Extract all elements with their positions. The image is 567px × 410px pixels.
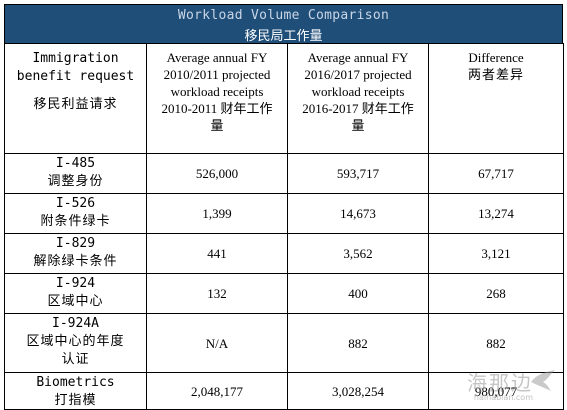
request-code: I-924A xyxy=(52,316,99,331)
watermark-url: hainabian.com xyxy=(473,393,533,402)
request-code: I-924 xyxy=(55,276,96,291)
table-row: I-526 附条件绿卡 1,399 14,673 13,274 xyxy=(4,193,564,234)
workload-table: Immigration benefit request 移民利益请求 Avera… xyxy=(4,43,564,410)
request-zh-line2: 认证 xyxy=(61,352,90,367)
request-cell: I-526 附条件绿卡 xyxy=(4,193,147,234)
title-english: Workload Volume Comparison xyxy=(177,8,390,23)
request-zh: 区域中心 xyxy=(47,294,104,309)
header-2016-l1: Average annual FY xyxy=(307,50,409,65)
header-2016: Average annual FY 2016/2017 projected wo… xyxy=(287,43,429,154)
header-2010: Average annual FY 2010/2011 projected wo… xyxy=(146,43,288,154)
value-2016: 400 xyxy=(287,273,429,314)
value-difference: 3,121 xyxy=(428,233,564,274)
table-row: I-485 调整身份 526,000 593,717 67,717 xyxy=(4,153,564,194)
header-difference: Difference 两者差异 xyxy=(428,43,564,154)
value-2016: 593,717 xyxy=(287,153,429,194)
value-difference: 67,717 xyxy=(428,153,564,194)
header-2016-l4: 2016-2017 财年工作 xyxy=(302,101,414,116)
value-difference: 268 xyxy=(428,273,564,314)
value-2010: 526,000 xyxy=(146,153,288,194)
header-request-type: Immigration benefit request 移民利益请求 xyxy=(4,43,147,154)
table-row: I-924 区域中心 132 400 268 xyxy=(4,273,564,314)
header-2010-l5: 量 xyxy=(210,118,224,133)
value-2010: 1,399 xyxy=(146,193,288,234)
value-2016: 3,562 xyxy=(287,233,429,274)
header-2016-l5: 量 xyxy=(351,118,365,133)
request-code: I-485 xyxy=(55,156,96,171)
header-2010-l2: 2010/2011 projected xyxy=(163,67,271,82)
request-cell: I-924 区域中心 xyxy=(4,273,147,314)
header-2010-l3: workload receipts xyxy=(170,84,264,99)
value-2010: 2,048,177 xyxy=(146,372,288,410)
request-zh: 解除绿卡条件 xyxy=(33,254,118,269)
request-code: Biometrics xyxy=(36,375,115,390)
value-difference: 882 xyxy=(428,313,564,373)
request-zh: 打指模 xyxy=(54,393,97,408)
document-page: Workload Volume Comparison 移民局工作量 Immigr… xyxy=(4,4,564,410)
request-cell: Biometrics 打指模 xyxy=(4,372,147,410)
table-title-bar: Workload Volume Comparison 移民局工作量 xyxy=(4,4,563,44)
header-2016-l3: workload receipts xyxy=(311,84,405,99)
header-row: Immigration benefit request 移民利益请求 Avera… xyxy=(4,43,564,154)
header-request-en-2: benefit request xyxy=(16,69,135,84)
header-request-zh: 移民利益请求 xyxy=(33,97,118,112)
request-cell: I-485 调整身份 xyxy=(4,153,147,194)
title-chinese: 移民局工作量 xyxy=(244,29,323,44)
header-request-en-1: Immigration xyxy=(32,51,119,66)
value-2016: 882 xyxy=(287,313,429,373)
value-2016: 14,673 xyxy=(287,193,429,234)
value-2010: 441 xyxy=(146,233,288,274)
watermark-text: 海那边 xyxy=(467,371,533,395)
value-difference: 13,274 xyxy=(428,193,564,234)
header-2010-l1: Average annual FY xyxy=(166,50,268,65)
request-code: I-829 xyxy=(55,236,96,251)
request-zh: 区域中心的年度 xyxy=(26,334,125,349)
table-row: I-924A 区域中心的年度 认证 N/A 882 882 xyxy=(4,313,564,373)
header-2010-l4: 2010-2011 财年工作 xyxy=(161,101,273,116)
header-difference-en: Difference xyxy=(468,50,524,65)
value-2010: 132 xyxy=(146,273,288,314)
value-2016: 3,028,254 xyxy=(287,372,429,410)
header-difference-zh: 两者差异 xyxy=(467,68,524,83)
request-cell: I-829 解除绿卡条件 xyxy=(4,233,147,274)
request-code: I-526 xyxy=(55,196,96,211)
table-row: Biometrics 打指模 2,048,177 3,028,254 980,0… xyxy=(4,372,564,410)
request-zh: 附条件绿卡 xyxy=(40,214,111,229)
bird-logo-icon xyxy=(531,370,555,391)
header-2016-l2: 2016/2017 projected xyxy=(304,67,412,82)
request-cell: I-924A 区域中心的年度 认证 xyxy=(4,313,147,373)
table-row: I-829 解除绿卡条件 441 3,562 3,121 xyxy=(4,233,564,274)
value-2010: N/A xyxy=(146,313,288,373)
request-zh: 调整身份 xyxy=(47,174,104,189)
